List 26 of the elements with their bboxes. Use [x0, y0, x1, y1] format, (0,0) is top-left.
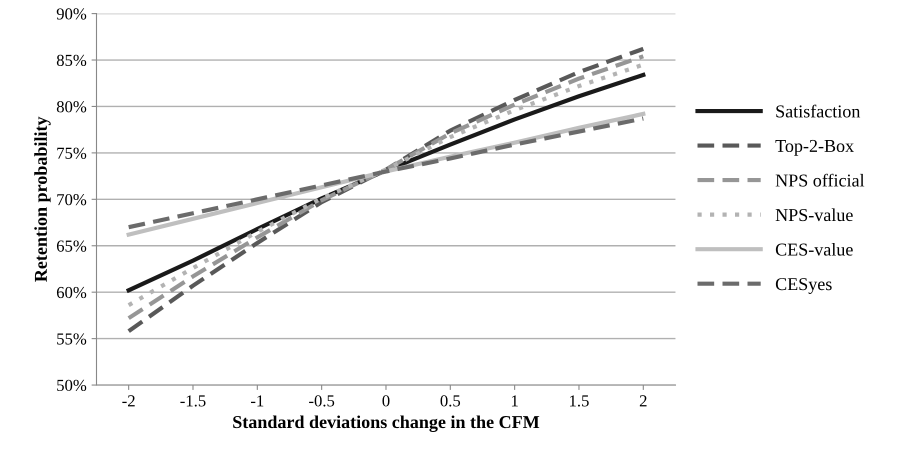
x-tick-label: 1.5 — [570, 395, 589, 407]
x-axis-title: Standard deviations change in the CFM — [233, 415, 540, 432]
x-tick-label: 0 — [382, 395, 390, 406]
y-tick-label: 65% — [56, 240, 86, 252]
y-tick-label: 70% — [57, 194, 86, 206]
legend-label: CESyes — [776, 278, 832, 294]
x-tick-label: -1 — [251, 395, 264, 406]
y-axis-title: Retention probability — [34, 116, 51, 282]
x-tick-label: 2 — [640, 395, 647, 406]
y-tick-label: 55% — [57, 333, 86, 345]
y-tick-label: 50% — [57, 380, 86, 392]
legend-label: NPS official — [776, 174, 864, 187]
x-tick-label: -2 — [122, 395, 135, 406]
y-tick-label: 85% — [56, 54, 86, 66]
x-tick-label: -0.5 — [309, 395, 334, 407]
legend-label: NPS-value — [776, 208, 853, 222]
legend-label: Top-2-Box — [775, 140, 854, 156]
y-tick-label: 80% — [56, 101, 86, 112]
legend-label: CES-value — [776, 242, 853, 256]
y-tick-label: 75% — [57, 148, 86, 159]
y-tick-label: 60% — [56, 286, 86, 298]
x-tick-label: 1 — [512, 395, 518, 406]
x-tick-label: 0.5 — [440, 395, 460, 407]
legend-label: Satisfaction — [776, 104, 860, 118]
y-tick-label: 90% — [56, 8, 86, 20]
x-tick-label: -1.5 — [180, 395, 206, 407]
